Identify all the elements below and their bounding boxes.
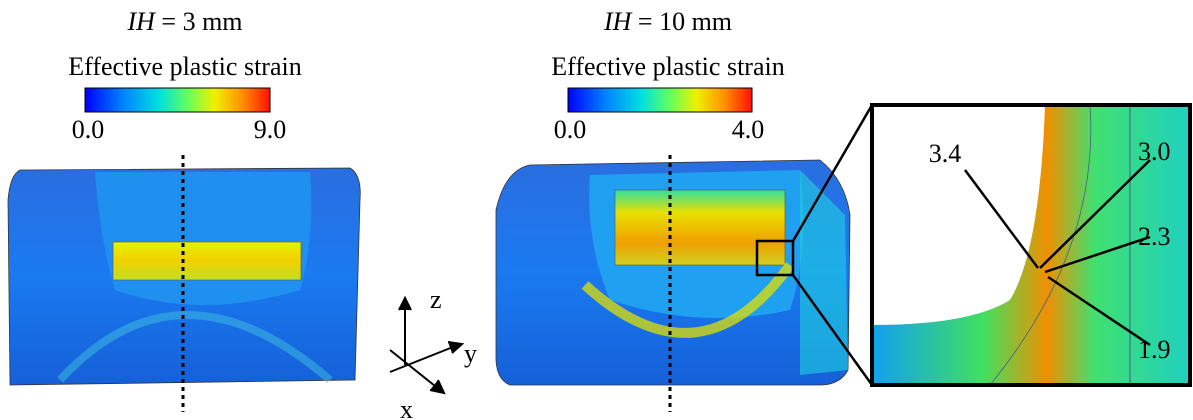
annotation: 1.9 <box>1138 335 1171 364</box>
annotation: 3.4 <box>929 139 962 168</box>
colorbar <box>568 88 752 112</box>
panel-label: IH = 3 mm <box>126 7 242 36</box>
panel-label: IH = 10 mm <box>603 7 732 36</box>
figure: IH = 3 mm Effective plastic strain 0.0 9… <box>0 0 1193 420</box>
annotation: 2.3 <box>1138 222 1171 251</box>
symbol: IH <box>126 7 156 36</box>
colorbar-title: Effective plastic strain <box>551 52 784 81</box>
symbol: IH <box>603 7 633 36</box>
colorbar-title: Effective plastic strain <box>68 52 301 81</box>
axis-triad <box>390 298 462 393</box>
specimen <box>496 160 850 385</box>
colorbar-min: 0.0 <box>554 115 587 144</box>
axis-label: y <box>464 339 477 368</box>
axis-label: z <box>430 285 442 314</box>
axis-label: x <box>400 395 413 420</box>
colorbar-min: 0.0 <box>72 115 105 144</box>
value: = 10 mm <box>638 7 732 36</box>
colorbar-max: 9.0 <box>254 115 287 144</box>
annotation: 3.0 <box>1138 137 1171 166</box>
colorbar <box>85 88 270 112</box>
value: = 3 mm <box>161 7 242 36</box>
colorbar-max: 4.0 <box>732 115 765 144</box>
